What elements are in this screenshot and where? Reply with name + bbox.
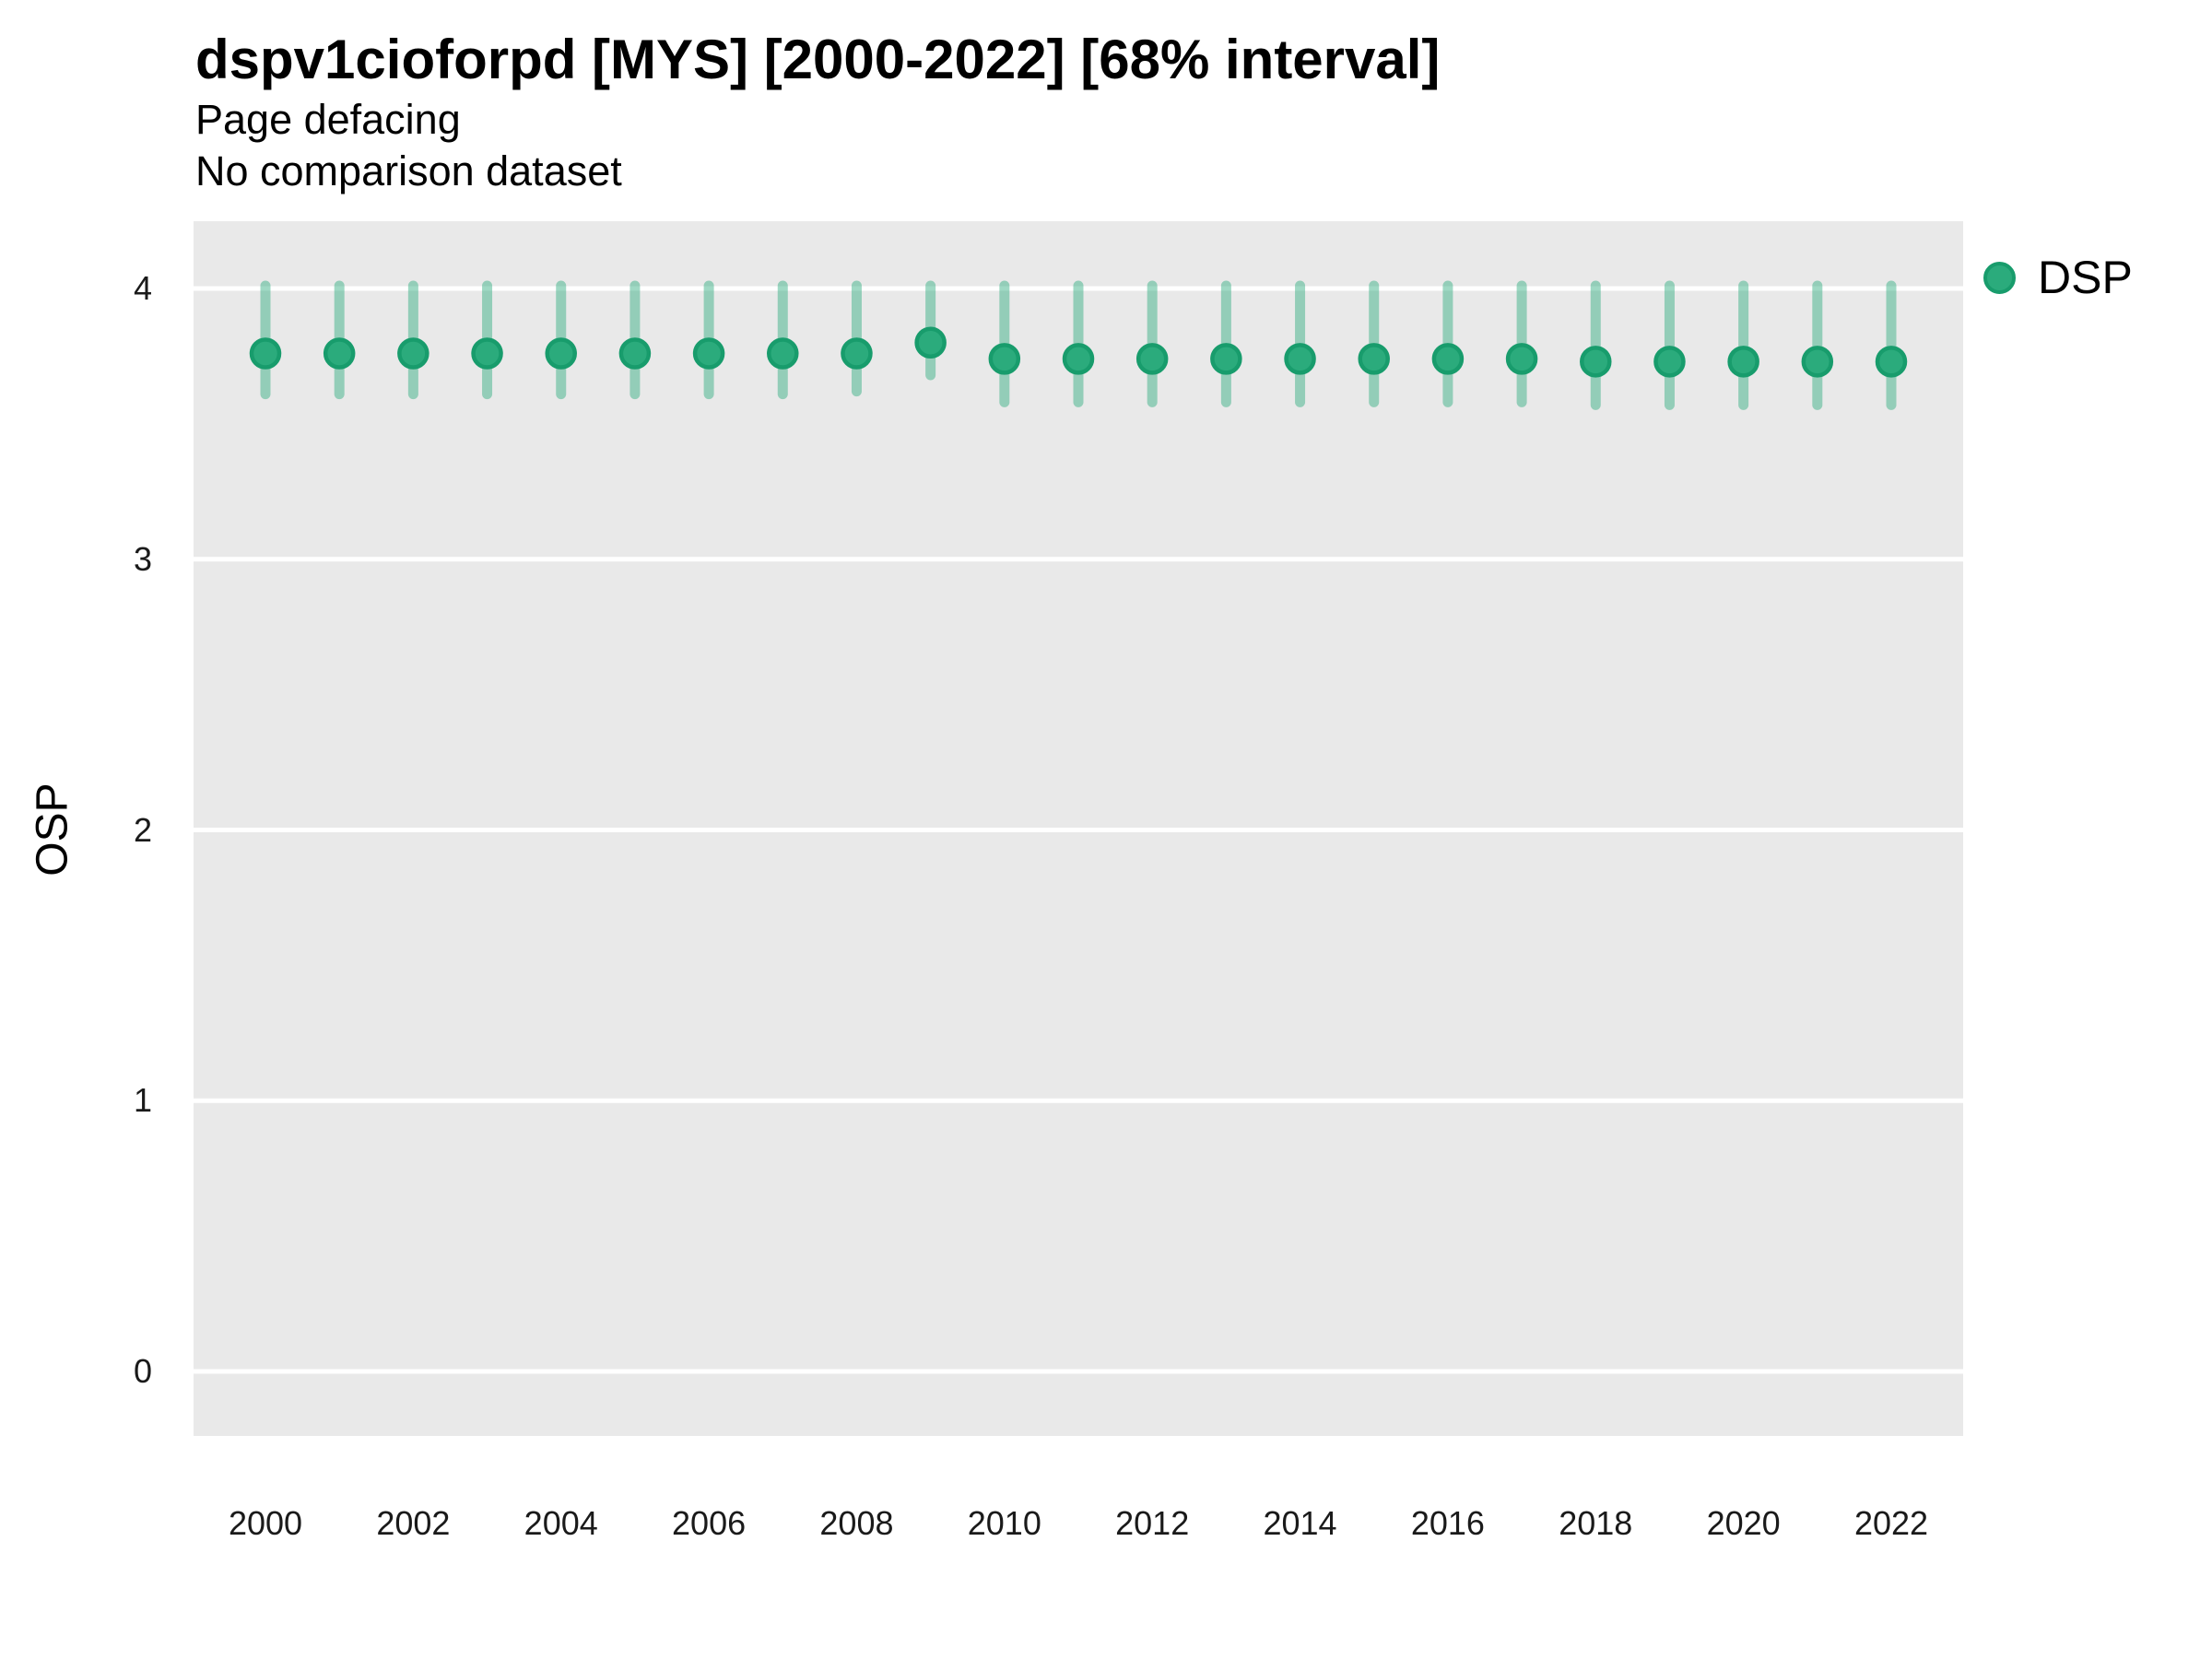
- data-point-2016: [1431, 343, 1465, 375]
- data-point-2003: [471, 337, 503, 370]
- y-tick-label-4: 4: [133, 269, 152, 307]
- chart-subtitle-comparison: No comparison dataset: [195, 147, 622, 194]
- x-tick-label-2016: 2016: [1410, 1504, 1485, 1542]
- data-point-2021: [1801, 346, 1834, 378]
- x-tick-label-2006: 2006: [672, 1504, 747, 1542]
- plot-panel: [194, 221, 1963, 1436]
- data-point-2017: [1505, 343, 1538, 375]
- data-point-2022: [1875, 346, 1908, 378]
- chart-title: dspv1cioforpd [MYS] [2000-2022] [68% int…: [195, 29, 1441, 90]
- y-tick-label-1: 1: [133, 1081, 152, 1120]
- x-tick-label-2008: 2008: [819, 1504, 894, 1542]
- data-point-2008: [841, 337, 873, 370]
- data-point-2020: [1727, 346, 1759, 378]
- legend-point-icon: [1983, 261, 2016, 294]
- data-point-2006: [692, 337, 725, 370]
- x-tick-label-2012: 2012: [1115, 1504, 1190, 1542]
- data-point-2015: [1358, 343, 1390, 375]
- data-point-2004: [545, 337, 577, 370]
- data-point-2005: [618, 337, 652, 370]
- data-point-2010: [988, 343, 1021, 375]
- data-point-2014: [1284, 343, 1316, 375]
- chart-subtitle: Page defacing: [195, 96, 461, 143]
- x-tick-label-2020: 2020: [1706, 1504, 1781, 1542]
- data-point-2012: [1135, 343, 1169, 375]
- x-tick-label-2002: 2002: [376, 1504, 451, 1542]
- x-tick-label-2000: 2000: [228, 1504, 303, 1542]
- x-tick-label-2018: 2018: [1559, 1504, 1633, 1542]
- data-point-2007: [767, 337, 799, 370]
- data-point-2019: [1653, 346, 1686, 378]
- data-point-2013: [1210, 343, 1242, 375]
- data-point-2000: [249, 337, 282, 370]
- y-tick-label-2: 2: [133, 810, 152, 849]
- legend: DSP: [1983, 251, 2133, 304]
- data-point-2011: [1062, 343, 1095, 375]
- y-tick-label-3: 3: [133, 539, 152, 578]
- data-point-2018: [1580, 346, 1612, 378]
- x-tick-label-2004: 2004: [524, 1504, 598, 1542]
- x-tick-label-2014: 2014: [1263, 1504, 1337, 1542]
- data-point-2001: [323, 337, 356, 370]
- x-tick-label-2010: 2010: [967, 1504, 1041, 1542]
- y-tick-label-0: 0: [133, 1352, 152, 1390]
- data-point-2009: [914, 326, 947, 359]
- x-tick-label-2022: 2022: [1853, 1504, 1929, 1542]
- data-point-2002: [397, 337, 429, 370]
- legend-series-label: DSP: [2038, 252, 2133, 303]
